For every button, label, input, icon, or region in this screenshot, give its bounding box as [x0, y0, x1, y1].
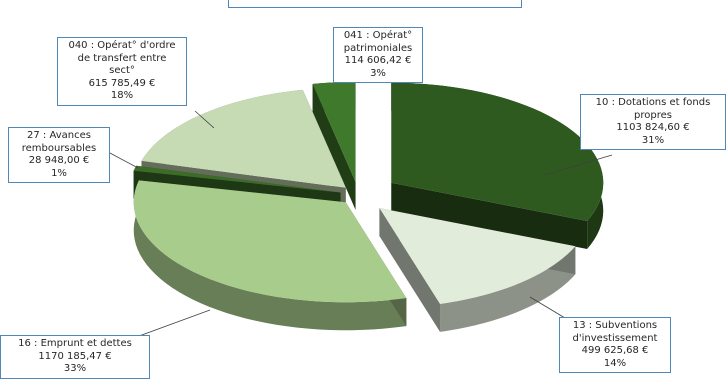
- label-041-line2: patrimoniales: [343, 42, 413, 54]
- slice-16: [133, 180, 407, 331]
- label-27: 27 : Avances remboursables 28 948,00 € 1…: [8, 127, 110, 183]
- label-16-line1: 16 : Emprunt et dettes: [18, 338, 132, 349]
- slice-040-top: [141, 89, 346, 188]
- slice-13-top: [379, 208, 576, 304]
- label-27-value: 28 948,00 €: [28, 155, 90, 166]
- label-040: 040 : Opérat° d'ordre de transfert entre…: [57, 37, 187, 106]
- slice-10: [391, 82, 604, 250]
- leader-line-13: [529, 296, 566, 319]
- label-13-line2: d'investissement: [572, 332, 658, 344]
- slice-10-top: [391, 82, 604, 222]
- label-13-percent: 14%: [603, 357, 627, 369]
- label-13-value: 499 625,68 €: [581, 345, 649, 356]
- slice-13-side: [440, 246, 576, 332]
- label-10-line1: 10 : Dotations et fonds: [595, 97, 711, 108]
- label-16-percent: 33%: [63, 363, 87, 374]
- label-13: 13 : Subventions d'investissement 499 62…: [559, 317, 671, 373]
- slice-13-wall-1: [379, 208, 441, 332]
- label-041: 041 : Opérat° patrimoniales 114 606,42 €…: [333, 27, 423, 83]
- label-27-line2: remboursables: [21, 142, 97, 154]
- slice-16-top: [133, 180, 407, 303]
- label-10-value: 1103 824,60 €: [616, 122, 690, 133]
- label-040-percent: 18%: [110, 90, 134, 101]
- slice-27-top: [133, 165, 341, 193]
- slice-16-side: [133, 180, 407, 331]
- slice-041-wall-0: [312, 83, 356, 210]
- pie-slices: [133, 81, 604, 332]
- label-10-percent: 31%: [641, 134, 665, 146]
- label-16: 16 : Emprunt et dettes 1170 185,47 € 33%: [0, 335, 150, 379]
- leader-line-27: [109, 152, 139, 169]
- slice-041: [312, 81, 356, 210]
- label-041-percent: 3%: [370, 67, 386, 79]
- slice-13: [379, 208, 576, 332]
- label-27-percent: 1%: [51, 167, 67, 179]
- label-040-line2: de transfert entre: [77, 52, 167, 64]
- leader-line-040: [194, 110, 215, 129]
- label-040-line3: sect°: [109, 65, 135, 76]
- slice-10-wall-1: [391, 182, 588, 250]
- label-041-line1: 041 : Opérat°: [343, 30, 413, 41]
- chart-title-box: [228, 0, 522, 8]
- label-040-line1: 040 : Opérat° d'ordre: [68, 40, 176, 51]
- label-040-value: 615 785,49 €: [88, 77, 156, 89]
- label-27-line1: 27 : Avances: [27, 130, 91, 141]
- label-16-value: 1170 185,47 €: [38, 350, 112, 362]
- label-10: 10 : Dotations et fonds propres 1103 824…: [580, 94, 726, 150]
- label-041-value: 114 606,42 €: [344, 55, 412, 66]
- slice-041-top: [312, 81, 356, 182]
- label-13-line1: 13 : Subventions: [572, 320, 658, 331]
- leader-line-10: [544, 154, 613, 176]
- label-10-line2: propres: [634, 109, 672, 121]
